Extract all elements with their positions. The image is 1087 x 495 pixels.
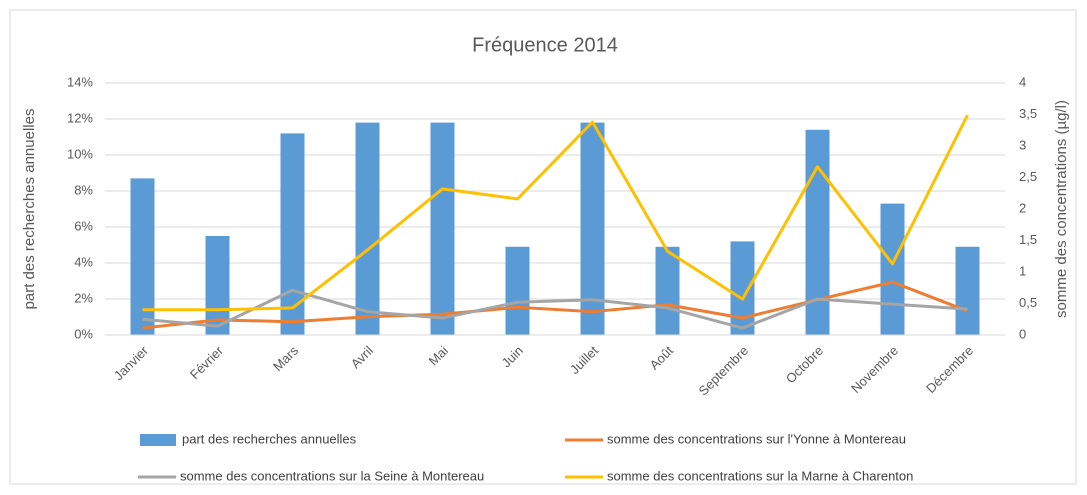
bar [655,246,680,335]
chart-border [9,9,1077,485]
line [142,114,969,312]
bar [130,178,155,335]
legend-label: somme des concentrations sur l'Yonne à M… [607,431,906,446]
bar [730,241,755,335]
y2-axis-label: somme des concentrations (µg/l) [1053,100,1070,318]
y2-tick-label: 3 [1019,137,1026,152]
bar [430,122,455,335]
y-tick-label: 14% [67,74,93,89]
chart-title: Fréquence 2014 [472,34,618,56]
y-tick-label: 8% [74,182,93,197]
y-tick-label: 6% [74,218,93,233]
bar [280,133,305,335]
y-axis-label: part des recherches annuelles [21,109,38,310]
line [142,280,969,330]
y-tick-label: 10% [67,146,93,161]
y2-tick-label: 1 [1019,263,1026,278]
bar [580,122,605,335]
bar [880,203,905,335]
legend-label: part des recherches annuelles [182,431,357,446]
y2-tick-label: 1,5 [1019,232,1037,247]
bar [505,246,530,335]
y-tick-label: 2% [74,290,93,305]
y2-tick-label: 0,5 [1019,295,1037,310]
y2-tick-label: 4 [1019,74,1026,89]
bar [355,122,380,335]
bar [955,246,980,335]
legend-label: somme des concentrations sur la Seine à … [180,468,484,483]
y-tick-label: 12% [67,110,93,125]
y2-tick-label: 0 [1019,326,1026,341]
y-tick-label: 0% [74,326,93,341]
y2-tick-label: 2,5 [1019,169,1037,184]
legend-label: somme des concentrations sur la Marne à … [607,468,913,483]
line [142,288,968,330]
y2-tick-label: 3,5 [1019,106,1037,121]
bar [805,129,830,335]
legend-swatch [140,434,176,446]
y-tick-label: 4% [74,254,93,269]
y2-tick-label: 2 [1019,200,1026,215]
